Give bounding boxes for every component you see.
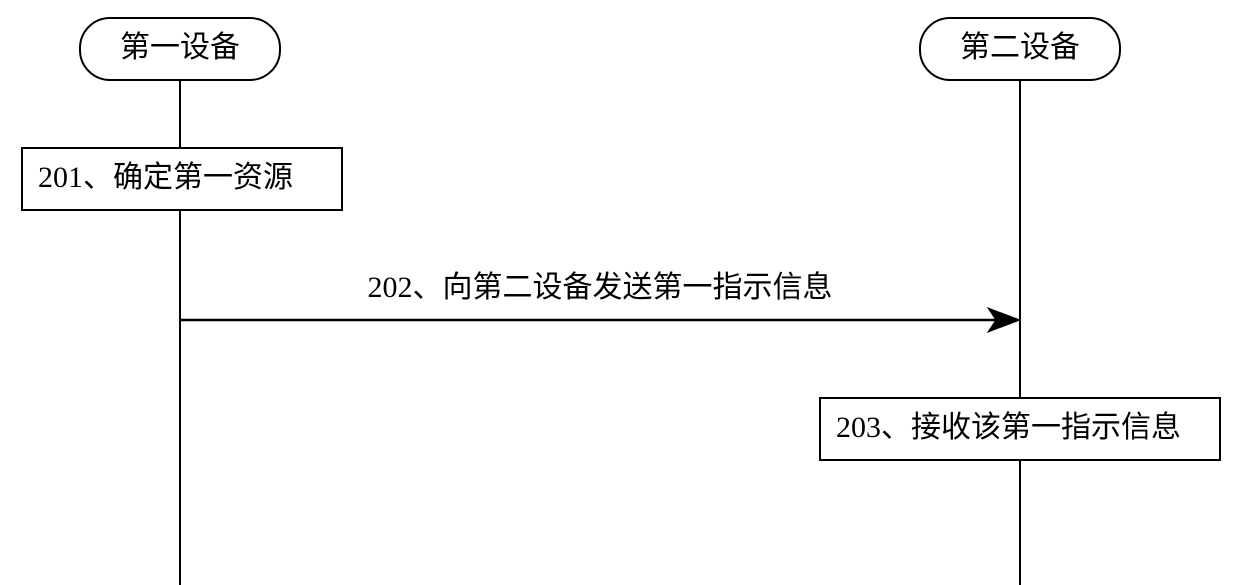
actor-label-left: 第一设备 [120,31,240,64]
step-202-label: 202、向第二设备发送第一指示信息 [368,271,833,304]
step-201-label: 201、确定第一资源 [38,161,293,194]
step-203-label: 203、接收该第一指示信息 [836,411,1181,444]
actor-label-right: 第二设备 [960,31,1080,64]
